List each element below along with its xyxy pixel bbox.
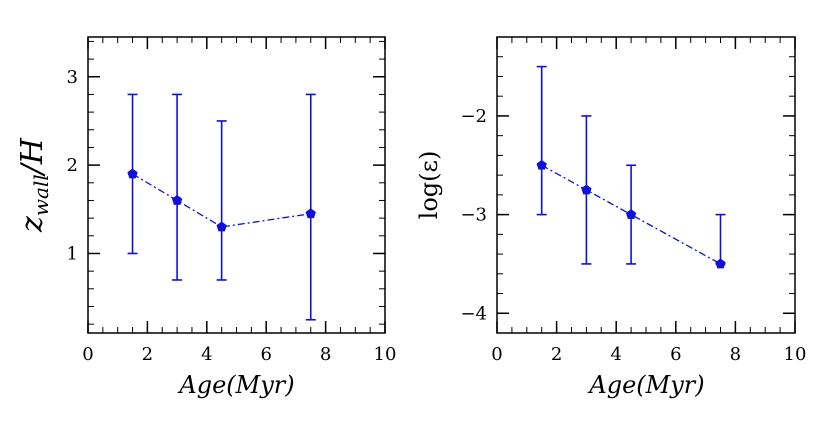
right-data-point [536,159,547,170]
left-y-axis-title-sub: wall [29,174,53,216]
left-x-tick-label: 6 [260,344,271,365]
left-data-point [216,221,227,232]
left-y-axis-title: zwall/H [15,137,53,233]
right-x-tick-label: 4 [610,344,621,365]
right-x-tick-label: 10 [784,344,807,365]
right-data-point [625,209,637,219]
right-data-point [715,258,726,269]
left-y-tick-label: 2 [67,155,78,176]
left-x-tick-label: 8 [320,344,331,365]
right-x-tick-label: 6 [670,344,681,365]
right-x-tick-label: 2 [551,344,562,365]
right-panel: 0 2 4 6 8 10 −4 −3 −2 [460,36,807,365]
right-x-tick-label: 0 [491,344,502,365]
right-x-tick-label: 8 [730,344,741,365]
right-series-line [541,164,721,265]
left-series-line [132,173,311,228]
left-x-tick-label: 10 [374,344,397,365]
left-x-tick-label: 0 [82,344,93,365]
left-y-tick-label: 3 [67,67,78,88]
right-y-tick-label: −2 [460,106,487,127]
left-y-axis-title-tail: /H [15,137,50,177]
right-data-point [581,184,592,195]
left-x-tick-label: 2 [142,344,153,365]
right-y-tick-label: −4 [460,303,487,324]
left-data-point [127,168,138,179]
left-data-point [171,195,183,205]
left-y-axis-title-main: z [15,216,50,233]
right-y-axis-title: log(ε) [415,151,443,220]
left-y-tick-label: 1 [67,243,78,264]
left-x-tick-label: 4 [201,344,212,365]
left-x-axis-title: Age(Myr) [177,371,294,399]
right-y-tick-label: −3 [460,205,487,226]
left-data-point [305,208,316,219]
right-x-axis-title: Age(Myr) [587,371,704,399]
